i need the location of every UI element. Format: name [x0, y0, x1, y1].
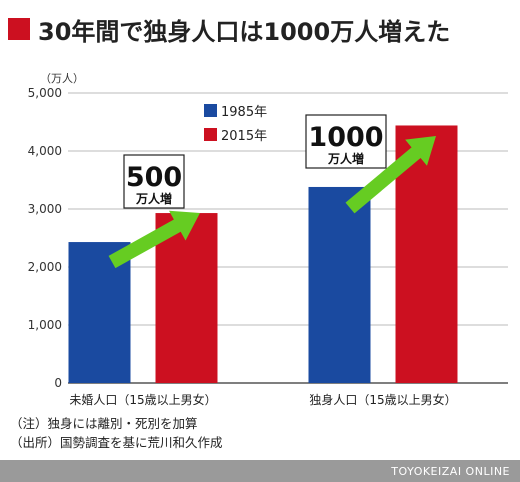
title-bar: 30年間で独身人口は1000万人増えた: [8, 12, 512, 46]
bar: [308, 186, 371, 383]
y-tick-label: 5,000: [28, 86, 62, 100]
legend-label: 1985年: [221, 105, 267, 120]
x-tick-label: 独身人口（15歳以上男女）: [309, 392, 456, 407]
x-tick-label: 未婚人口（15歳以上男女）: [69, 392, 216, 407]
note-2: （出所）国勢調査を基に荒川和久作成: [10, 435, 223, 450]
annotation-number: 1000: [308, 122, 383, 153]
annotation-box: [123, 154, 185, 209]
legend-label: 2015年: [221, 129, 267, 144]
growth-arrow: [108, 210, 200, 269]
annotation-unit: 万人増: [135, 191, 172, 206]
bar: [68, 242, 131, 383]
y-tick-label: 3,000: [28, 202, 62, 216]
y-tick-label: 2,000: [28, 260, 62, 274]
notes: （注）独身には離別・死別を加算 （出所）国勢調査を基に荒川和久作成: [10, 414, 223, 452]
growth-arrow: [345, 136, 436, 214]
bar-chart: （万人） 0 1,000 2,000 3,000 4,000 5,000 未婚人口（15歳以上…: [28, 72, 508, 407]
y-unit-label: （万人）: [40, 72, 84, 85]
footer: TOYOKEIZAI ONLINE: [0, 460, 520, 482]
title-square-icon: [8, 18, 30, 40]
footer-brand: TOYOKEIZAI ONLINE: [391, 464, 510, 478]
annotation-box: [305, 114, 387, 169]
chart-title: 30年間で独身人口は1000万人増えた: [38, 17, 451, 46]
y-tick-label: 0: [54, 376, 62, 390]
y-tick-label: 1,000: [28, 318, 62, 332]
annotation-number: 500: [126, 162, 182, 193]
bar: [155, 213, 218, 383]
annotation-unit: 万人増: [327, 151, 364, 166]
y-tick-label: 4,000: [28, 144, 62, 158]
legend-swatch: [204, 128, 217, 141]
legend-swatch: [204, 104, 217, 117]
note-1: （注）独身には離別・死別を加算: [10, 416, 198, 431]
